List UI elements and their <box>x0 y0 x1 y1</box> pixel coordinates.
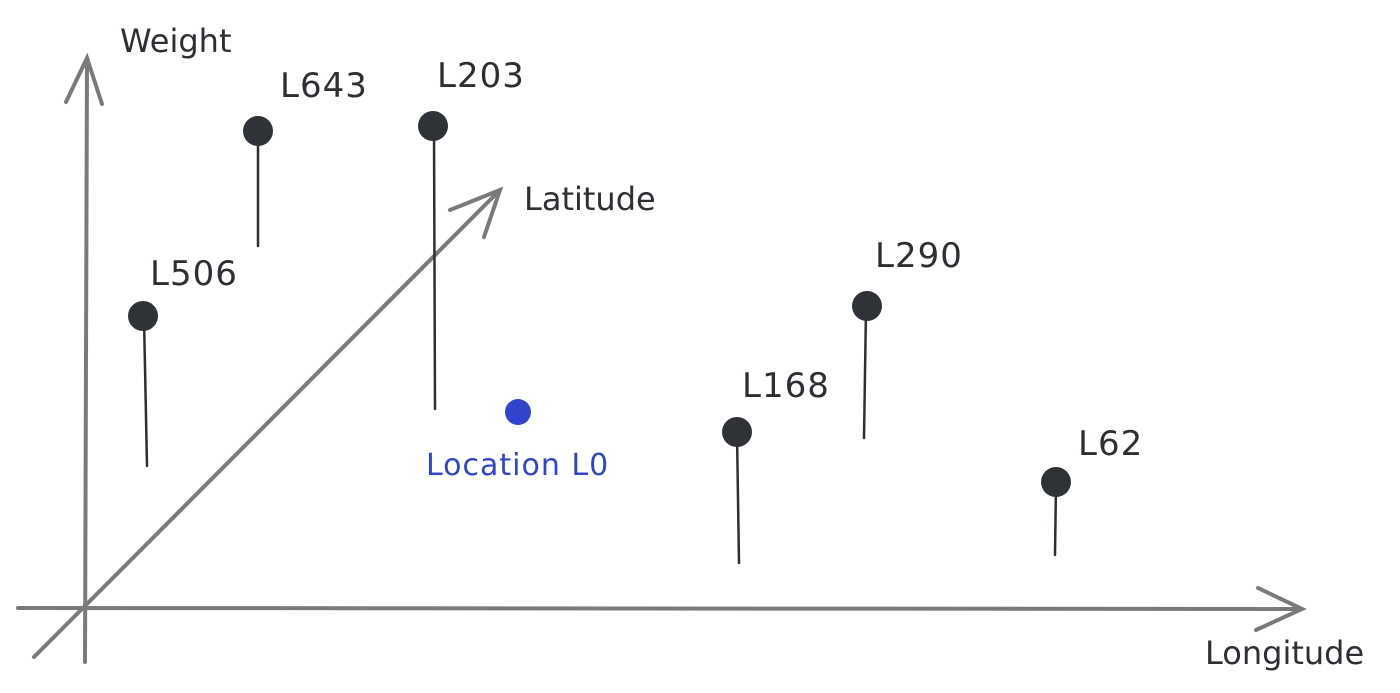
pin-head <box>128 301 158 331</box>
pin-label: L203 <box>437 56 525 96</box>
pin-l643: L643 <box>243 66 368 248</box>
longitude-axis-label: Longitude <box>1205 634 1364 672</box>
pin-l290: L290 <box>852 236 963 440</box>
pin-label: L290 <box>875 236 963 276</box>
pin-head <box>243 116 273 146</box>
location-dot <box>505 399 531 425</box>
pin-head <box>418 111 448 141</box>
pin-stem <box>432 126 437 411</box>
pin-l168: L168 <box>722 366 830 565</box>
longitude-axis: Longitude <box>16 586 1364 672</box>
pin-stem <box>862 306 868 440</box>
pin-stem <box>735 432 741 565</box>
latitude-axis-line <box>32 188 502 659</box>
longitude-axis-arrowhead <box>1254 586 1307 632</box>
pin-label: L643 <box>280 66 368 106</box>
pin-stem <box>142 316 149 468</box>
longitude-axis-line <box>16 606 1304 611</box>
pin-label: L506 <box>150 254 238 294</box>
weight-axis: Weight <box>64 22 231 664</box>
pin-head <box>1041 467 1071 497</box>
latitude-axis-label: Latitude <box>524 180 656 218</box>
latitude-axis-arrowhead <box>448 186 504 239</box>
pin-head <box>722 417 752 447</box>
pin-l203: L203 <box>418 56 525 411</box>
pin-label: L62 <box>1078 424 1143 464</box>
weight-axis-arrowhead <box>64 52 104 106</box>
pin-head <box>852 291 882 321</box>
pin-label: L168 <box>742 366 830 406</box>
location-l0: Location L0 <box>426 399 609 483</box>
weight-axis-line <box>83 56 89 664</box>
location-label: Location L0 <box>426 448 609 483</box>
weight-axis-label: Weight <box>120 22 231 60</box>
latitude-axis: Latitude <box>32 180 656 659</box>
pin-l506: L506 <box>128 254 238 468</box>
pin-l62: L62 <box>1041 424 1143 557</box>
